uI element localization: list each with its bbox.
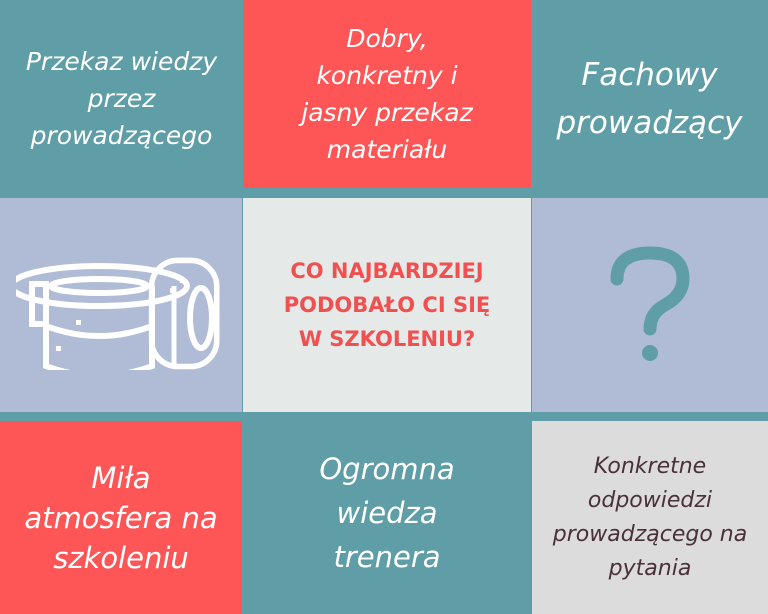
center-title-cell: CO NAJBARDZIEJ PODOBAŁO CI SIĘ W SZKOLEN… [243,198,531,412]
cell-top-center: Dobry, konkretny i jasny przekaz materia… [243,0,531,188]
text-line: jasny przekaz [301,98,473,127]
text-line: Konkretne [593,453,707,479]
text-line: odpowiedzi [587,487,713,513]
text-line: Fachowy [581,56,718,93]
cell-bottom-left: Miła atmosfera na szkoleniu [0,421,242,614]
cell-mid-right [532,198,768,412]
text-line: Ogromna [319,452,455,486]
cell-top-right: Fachowy prowadzący [531,0,768,197]
text-line: trenera [333,540,441,574]
text-line: Dobry, [346,24,428,53]
text-line: wiedza [336,496,438,530]
question-mark-icon [610,246,690,361]
cell-bottom-center: Ogromna wiedza trenera [243,412,531,614]
text-line: materiału [326,135,448,164]
text-line: pytania [608,555,692,581]
text-line: przez [87,84,156,113]
cell-mid-left [0,198,242,412]
cell-bottom-right: Konkretne odpowiedzi prowadzącego na pyt… [532,421,768,614]
text-line: Przekaz wiedzy [25,47,218,76]
tape-rolls-icon [16,257,220,370]
text-line: prowadzącego na [552,521,748,547]
cell-top-left: Przekaz wiedzy przez prowadzącego [0,0,243,197]
text-line: prowadzącego [30,121,213,150]
text-line: atmosfera na [24,500,218,535]
text-line: prowadzący [556,104,743,141]
text-line: Miła [91,460,151,495]
center-title: CO NAJBARDZIEJ PODOBAŁO CI SIĘ W SZKOLEN… [283,259,491,351]
text-line: szkoleniu [53,540,189,575]
text-line: konkretny i [316,61,458,90]
